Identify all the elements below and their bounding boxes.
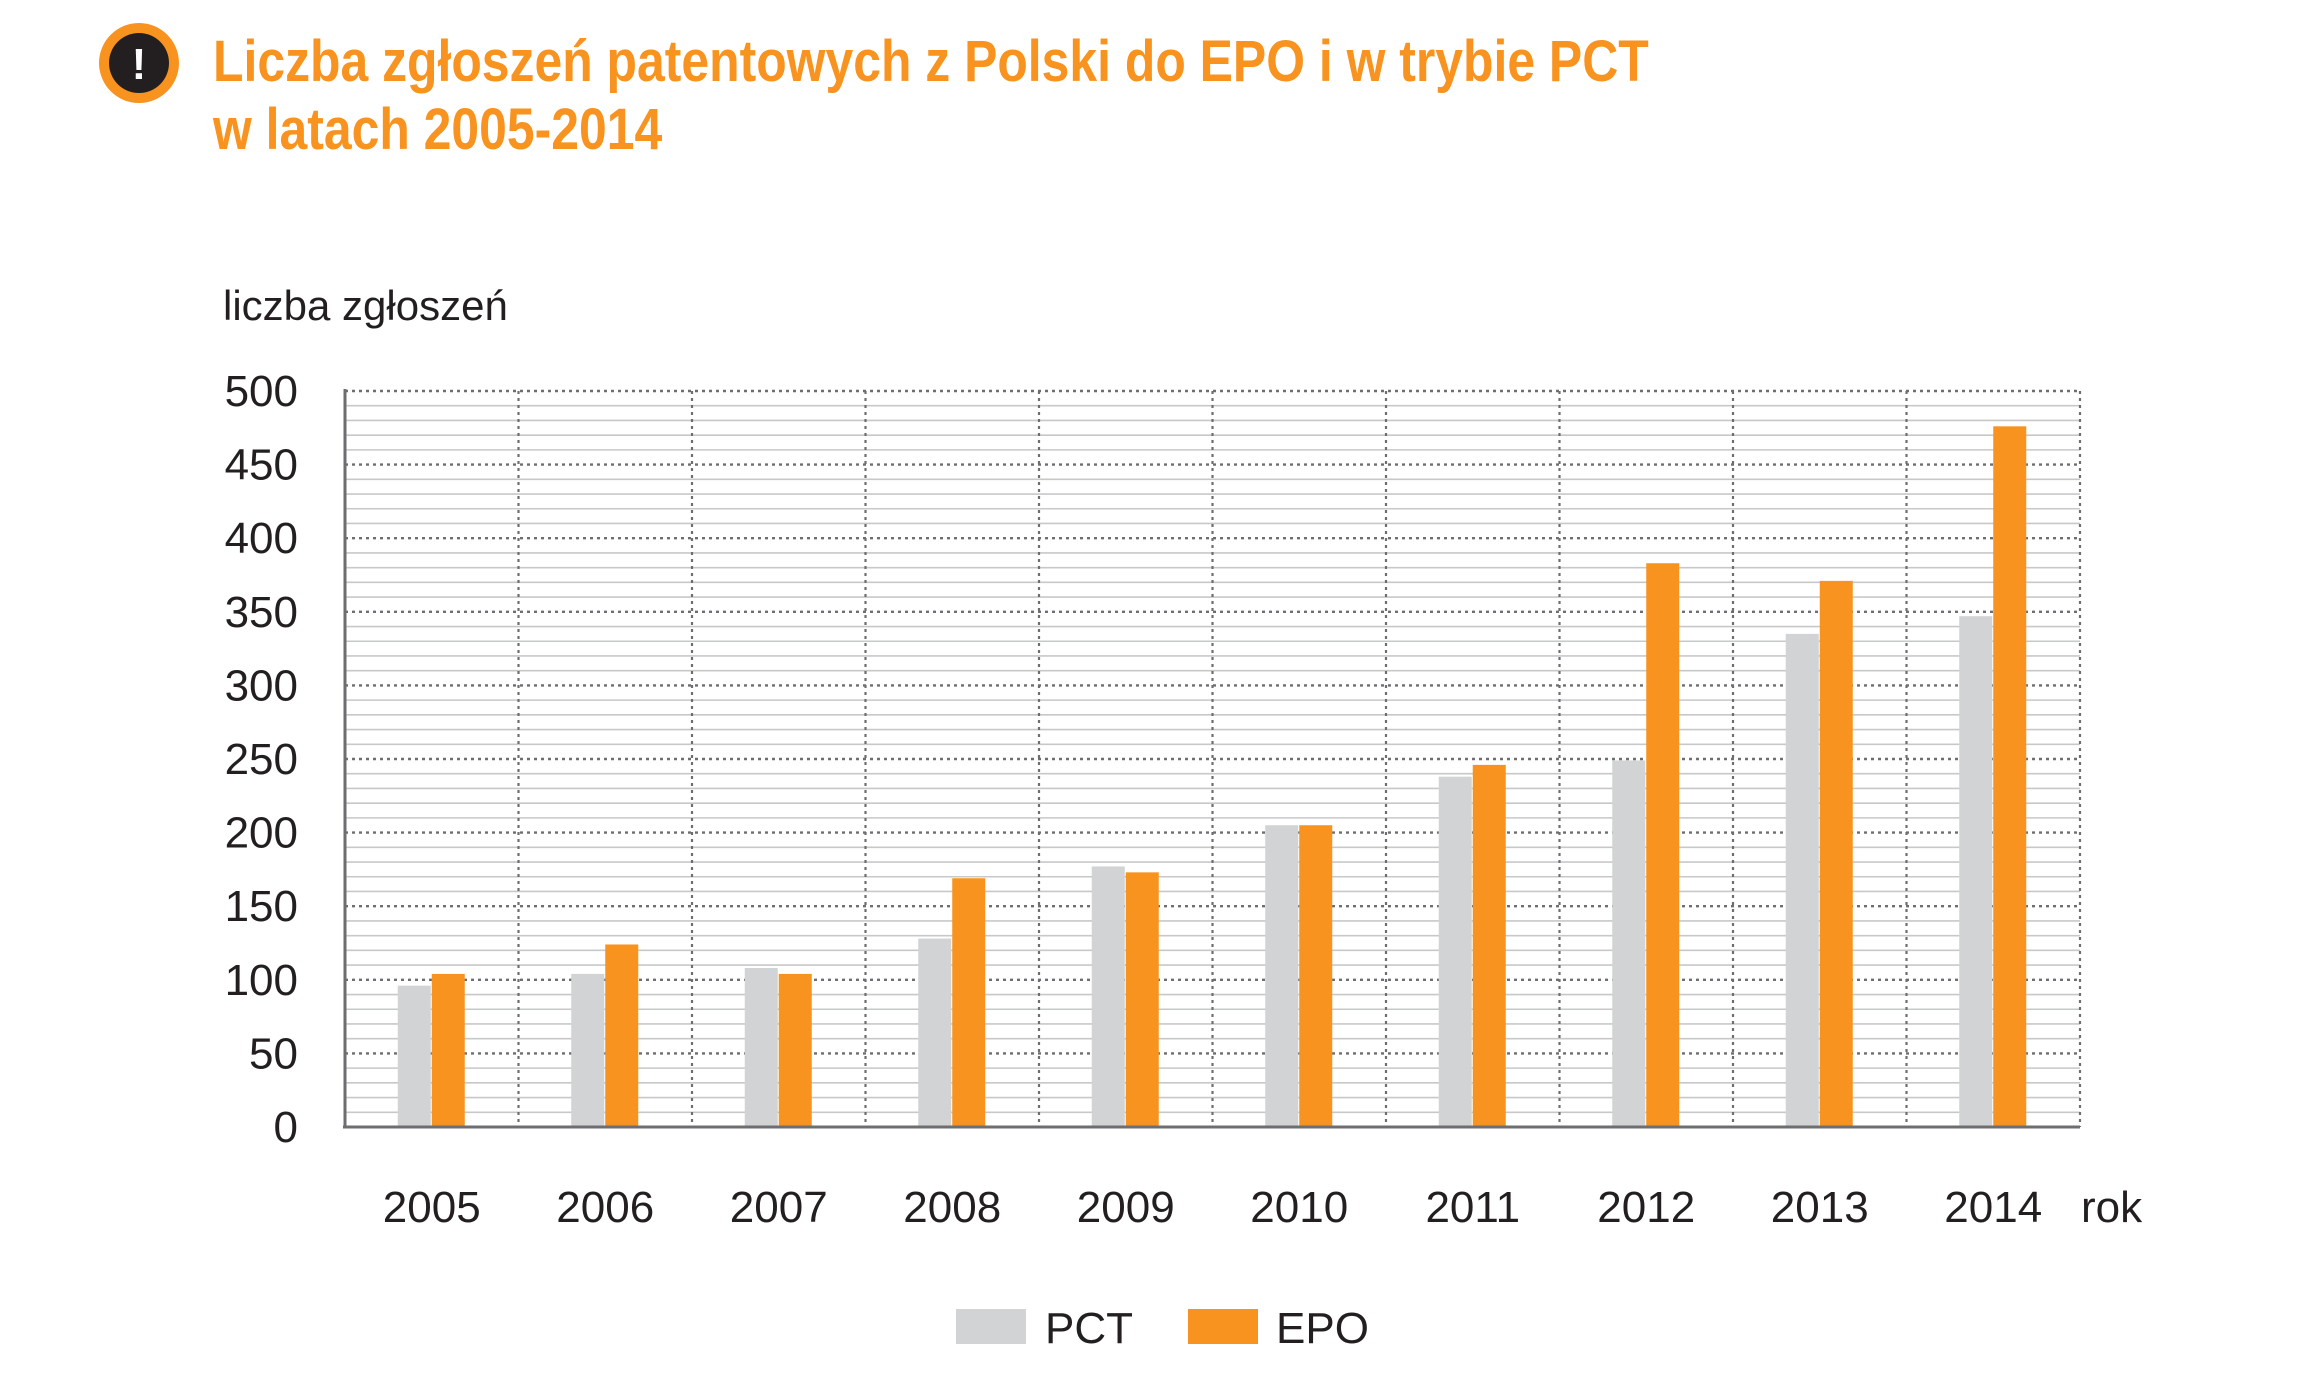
legend-label-epo: EPO	[1276, 1304, 1369, 1353]
bar-epo-2010	[1299, 825, 1333, 1127]
bar-epo-2013	[1819, 580, 1853, 1127]
y-tick-label: 300	[225, 661, 298, 710]
chart-legend: PCT EPO	[956, 1304, 1369, 1353]
y-tick-label: 200	[225, 809, 298, 858]
bar-pct-2006	[571, 973, 605, 1127]
y-tick-label: 500	[225, 367, 298, 416]
y-axis-title: liczba zgłoszeń	[223, 282, 508, 329]
x-axis-title: rok	[2081, 1183, 2143, 1232]
chart-labels: 0 50 100 150 200 250 300 350 400 450 500 2005 2006 20…	[223, 282, 2143, 1232]
bar-epo-2014	[1993, 426, 2027, 1127]
chart-title-line-1: Liczba zgłoszeń patentowych z Polski do …	[213, 29, 1649, 94]
x-tick-label-2006: 2006	[556, 1183, 654, 1232]
bar-pct-2013	[1785, 633, 1819, 1127]
badge-core	[109, 33, 169, 93]
y-tick-label: 0	[274, 1103, 298, 1152]
bar-epo-2007	[778, 973, 812, 1127]
chart-title: Liczba zgłoszeń patentowych z Polski do …	[213, 28, 1649, 164]
legend-swatch-epo	[1188, 1309, 1258, 1344]
bar-epo-2009	[1125, 872, 1159, 1127]
x-tick-label-2013: 2013	[1771, 1183, 1869, 1232]
y-tick-label: 450	[225, 441, 298, 490]
x-tick-label-2010: 2010	[1250, 1183, 1348, 1232]
chart-title-line-2: w latach 2005-2014	[213, 97, 663, 162]
y-tick-label: 350	[225, 588, 298, 637]
y-tick-label: 250	[225, 735, 298, 784]
x-tick-label-2005: 2005	[383, 1183, 481, 1232]
chart-axes	[343, 389, 2080, 1129]
bar-pct-2005	[397, 985, 431, 1127]
x-tick-label-2014: 2014	[1944, 1183, 2042, 1232]
y-tick-label: 400	[225, 514, 298, 563]
y-tick-label: 150	[225, 882, 298, 931]
bar-pct-2014	[1959, 616, 1993, 1127]
bar-pct-2007	[744, 968, 778, 1127]
badge-exclamation-icon: !	[99, 23, 179, 103]
y-tick-label: 100	[225, 956, 298, 1005]
y-tick-label: 50	[249, 1029, 298, 1078]
x-tick-label-2008: 2008	[903, 1183, 1001, 1232]
bar-epo-2006	[605, 944, 639, 1127]
x-tick-label-2007: 2007	[730, 1183, 828, 1232]
exclamation-icon: !	[132, 40, 147, 89]
bar-epo-2005	[431, 973, 465, 1127]
legend-swatch-pct	[956, 1309, 1026, 1344]
chart-bars	[397, 426, 2027, 1127]
x-tick-label-2012: 2012	[1597, 1183, 1695, 1232]
bar-pct-2009	[1091, 866, 1125, 1127]
bar-epo-2012	[1646, 563, 1680, 1127]
x-tick-label-2009: 2009	[1077, 1183, 1175, 1232]
legend-label-pct: PCT	[1045, 1304, 1133, 1353]
bar-pct-2010	[1265, 825, 1299, 1127]
bar-pct-2008	[918, 938, 952, 1127]
bar-epo-2011	[1472, 764, 1506, 1127]
bar-pct-2012	[1612, 760, 1646, 1127]
bar-pct-2011	[1438, 776, 1472, 1127]
x-tick-label-2011: 2011	[1425, 1183, 1520, 1232]
bar-epo-2008	[952, 878, 986, 1127]
